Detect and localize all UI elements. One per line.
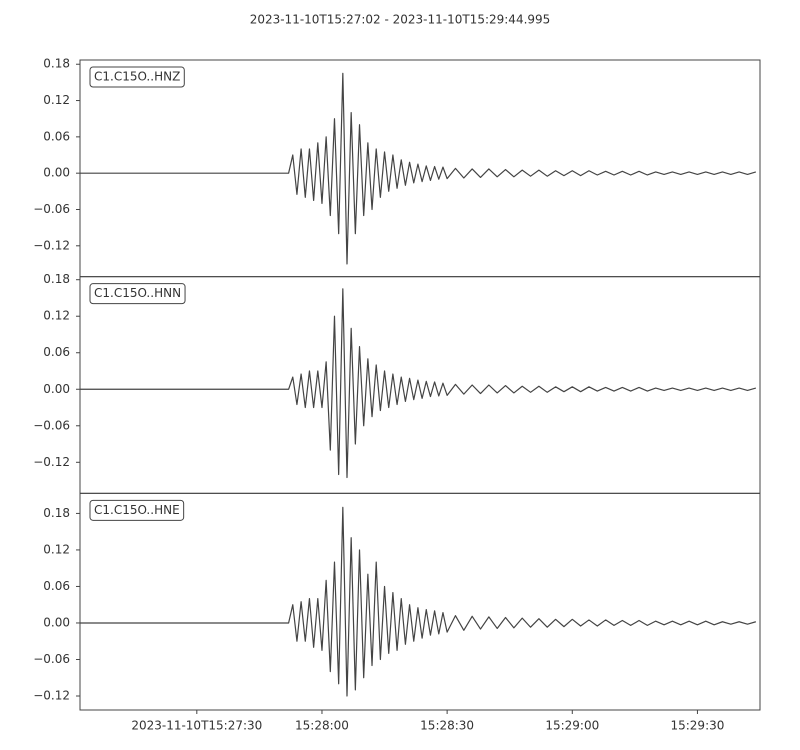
y-tick-label: 0.00: [43, 382, 70, 396]
station-label: C1.C15O..HNZ: [94, 70, 180, 84]
chart-title: 2023-11-10T15:27:02 - 2023-11-10T15:29:4…: [250, 13, 551, 27]
x-tick-label: 15:29:00: [545, 719, 599, 733]
x-tick-label: 15:29:30: [670, 719, 724, 733]
panel-frame: [79, 492, 761, 711]
panel-frame: [79, 59, 761, 278]
y-tick-label: 0.18: [43, 272, 70, 286]
y-tick-label: 0.00: [43, 166, 70, 180]
y-tick-label: 0.06: [43, 579, 70, 593]
x-tick-label: 15:28:00: [295, 719, 349, 733]
y-tick-label: 0.12: [43, 542, 70, 556]
station-label-box: [89, 66, 185, 88]
y-tick-label: −0.06: [33, 652, 70, 666]
y-tick-label: −0.12: [33, 455, 70, 469]
y-tick-label: 0.00: [43, 615, 70, 629]
y-tick-label: −0.06: [33, 418, 70, 432]
y-tick-label: −0.12: [33, 238, 70, 252]
x-tick-label: 2023-11-10T15:27:30: [131, 719, 262, 733]
trace: [80, 506, 757, 697]
x-tick-label: 15:28:30: [420, 719, 474, 733]
trace: [80, 288, 757, 479]
y-tick-label: −0.06: [33, 202, 70, 216]
y-tick-label: 0.18: [43, 506, 70, 520]
y-tick-label: −0.12: [33, 689, 70, 703]
trace: [80, 72, 757, 265]
y-tick-label: 0.12: [43, 309, 70, 323]
y-tick-label: 0.06: [43, 129, 70, 143]
station-label-box: [89, 499, 185, 521]
panel-frame: [79, 276, 761, 494]
station-label-box: [89, 283, 186, 305]
station-label: C1.C15O..HNE: [94, 503, 180, 517]
y-tick-label: 0.18: [43, 57, 70, 71]
station-label: C1.C15O..HNN: [94, 286, 181, 300]
y-tick-label: 0.12: [43, 93, 70, 107]
y-tick-label: 0.06: [43, 345, 70, 359]
